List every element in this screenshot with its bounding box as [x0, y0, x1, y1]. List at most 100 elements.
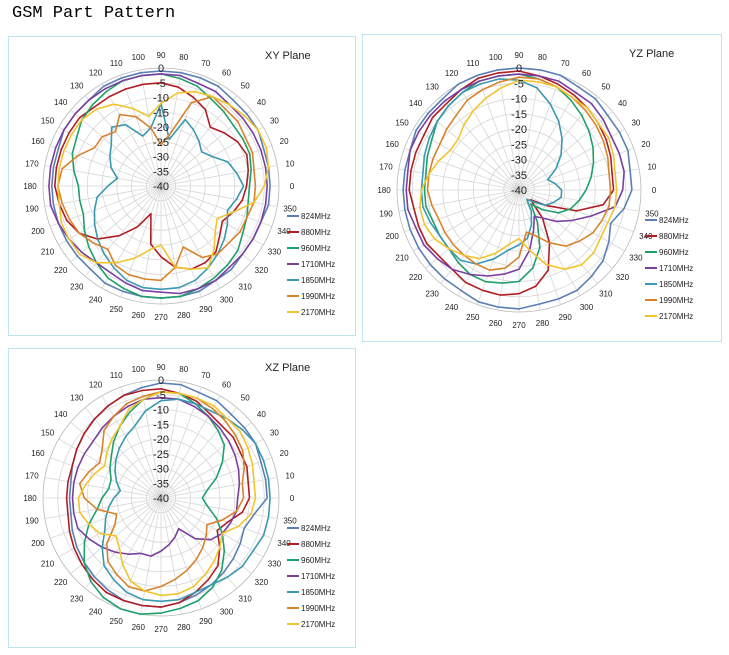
grid-spoke	[518, 75, 562, 191]
angle-tick-label: 20	[280, 137, 289, 146]
angle-tick-label: 60	[582, 69, 591, 78]
xy-plane-chart: 0 10 20 30 40 50 60 70 80 90 100 110 120 130 140 150 160…	[8, 36, 356, 336]
angle-tick-label: 270	[154, 625, 168, 634]
grid-spoke	[518, 96, 598, 191]
angle-tick-label: 140	[54, 98, 68, 107]
angle-tick-label: 170	[25, 471, 39, 480]
radial-tick-label: -40	[153, 493, 169, 505]
radial-tick-label: -25	[153, 449, 169, 461]
radial-tick-label: -40	[511, 185, 527, 197]
grid-spoke	[160, 145, 273, 187]
angle-tick-label: 320	[255, 578, 269, 587]
angle-tick-label: 190	[379, 209, 393, 218]
grid-spoke	[58, 497, 162, 558]
angle-tick-label: 300	[580, 303, 594, 312]
angle-tick-label: 140	[409, 99, 423, 108]
series-line-824MHz	[402, 67, 633, 310]
angle-tick-label: 50	[601, 83, 610, 92]
legend-label: 1710MHz	[301, 572, 335, 581]
grid-spoke	[160, 83, 221, 187]
angle-tick-label: 350	[645, 209, 659, 218]
angle-tick-label: 50	[241, 82, 250, 91]
radial-tick-label: -20	[153, 122, 169, 134]
grid-spoke	[70, 185, 162, 263]
grid-spoke	[49, 457, 162, 499]
grid-spoke	[160, 185, 238, 277]
legend-label: 880MHz	[659, 232, 689, 241]
grid-spoke	[398, 189, 520, 212]
angle-tick-label: 150	[41, 117, 55, 126]
grid-spoke	[518, 128, 625, 191]
legend-label: 1850MHz	[659, 280, 693, 289]
grid-spoke	[160, 395, 221, 499]
legend-label: 880MHz	[301, 540, 331, 549]
grid-spoke	[518, 168, 640, 191]
angle-tick-label: 170	[379, 163, 393, 172]
radial-tick-label: -5	[514, 78, 524, 90]
angle-tick-label: 70	[561, 59, 570, 68]
angle-tick-label: 0	[652, 186, 657, 195]
angle-tick-label: 110	[110, 59, 123, 68]
angle-tick-label: 350	[283, 205, 297, 214]
angle-tick-label: 140	[54, 410, 68, 419]
radial-tick-label: -10	[153, 405, 169, 417]
series-line-2170MHz	[56, 90, 270, 270]
angle-tick-label: 240	[89, 607, 103, 616]
grid-spoke	[476, 189, 520, 305]
angle-tick-label: 240	[445, 303, 459, 312]
grid-spoke	[160, 185, 273, 227]
grid-spoke	[476, 75, 520, 191]
series-line-1850MHz	[101, 398, 271, 603]
angle-tick-label: 100	[132, 53, 146, 62]
angle-tick-label: 180	[377, 186, 391, 195]
grid-spoke	[160, 109, 252, 187]
series-line-1990MHz	[78, 390, 245, 592]
legend-label: 1990MHz	[301, 604, 335, 613]
grid-spoke	[160, 185, 221, 289]
angle-tick-label: 100	[489, 53, 503, 62]
angle-tick-label: 190	[25, 517, 39, 526]
angle-tick-label: 340	[277, 227, 291, 236]
grid-spoke	[160, 497, 238, 589]
grid-spoke	[518, 147, 634, 191]
legend-label: 824MHz	[301, 212, 331, 221]
grid-spoke	[120, 74, 162, 187]
angle-tick-label: 280	[536, 319, 550, 328]
angle-tick-label: 10	[286, 471, 295, 480]
angle-tick-label: 10	[647, 163, 656, 172]
angle-tick-label: 240	[89, 295, 103, 304]
legend-label: 1990MHz	[301, 292, 335, 301]
series-line-2170MHz	[419, 79, 618, 270]
legend-label: 824MHz	[659, 216, 689, 225]
angle-tick-label: 90	[157, 51, 166, 60]
angle-tick-label: 270	[512, 321, 526, 330]
grid-spoke	[101, 185, 162, 289]
chart-title: XY Plane	[265, 50, 311, 62]
legend-label: 960MHz	[659, 248, 689, 257]
angle-tick-label: 180	[23, 182, 37, 191]
radial-tick-label: -40	[153, 181, 169, 193]
angle-tick-label: 0	[290, 494, 295, 503]
angle-tick-label: 290	[558, 313, 572, 322]
angle-tick-label: 230	[70, 282, 84, 291]
angle-tick-label: 310	[599, 289, 613, 298]
angle-tick-label: 320	[616, 273, 630, 282]
grid-spoke	[160, 381, 182, 499]
angle-tick-label: 250	[110, 305, 124, 314]
grid-spoke	[49, 145, 162, 187]
angle-tick-label: 160	[385, 140, 399, 149]
grid-spoke	[160, 185, 252, 263]
grid-spoke	[44, 165, 162, 187]
grid-spoke	[413, 128, 520, 191]
grid-spoke	[160, 497, 182, 615]
grid-spoke	[160, 74, 202, 187]
angle-tick-label: 110	[110, 371, 123, 380]
grid-spoke	[160, 185, 182, 303]
angle-tick-label: 250	[110, 617, 124, 626]
angle-tick-label: 80	[538, 53, 547, 62]
angle-tick-label: 150	[41, 429, 55, 438]
angle-tick-label: 200	[31, 227, 45, 236]
